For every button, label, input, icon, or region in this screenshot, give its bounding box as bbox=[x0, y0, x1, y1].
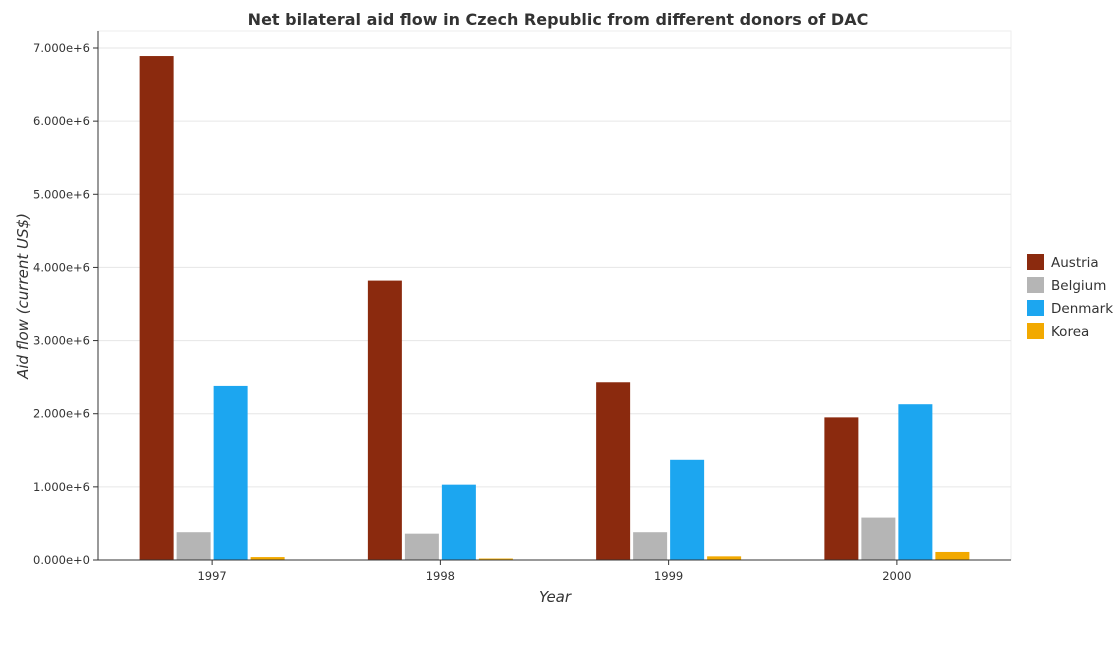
bar-denmark-1999 bbox=[670, 459, 705, 560]
y-tick-label: 6.000e+6 bbox=[33, 114, 90, 128]
bar-belgium-1998 bbox=[404, 533, 439, 560]
plot-area bbox=[97, 30, 1012, 561]
bar-belgium-2000 bbox=[861, 517, 896, 560]
x-tick-label: 2000 bbox=[882, 569, 911, 583]
legend-swatch-belgium bbox=[1027, 277, 1044, 293]
y-tick-label: 7.000e+6 bbox=[33, 41, 90, 55]
x-axis-title: Year bbox=[539, 588, 572, 606]
y-tick-label: 1.000e+6 bbox=[33, 480, 90, 494]
chart-title: Net bilateral aid flow in Czech Republic… bbox=[248, 10, 869, 29]
bar-denmark-1998 bbox=[441, 484, 476, 560]
legend: Austria Belgium Denmark Korea bbox=[1027, 254, 1113, 340]
bar-austria-1999 bbox=[596, 382, 631, 560]
bar-belgium-1999 bbox=[633, 532, 668, 560]
bar-belgium-1997 bbox=[176, 532, 211, 560]
bar-korea-1998 bbox=[478, 558, 513, 560]
y-tick-label: 0.000e+0 bbox=[33, 553, 90, 567]
bar-austria-1997 bbox=[139, 56, 174, 560]
bar-denmark-1997 bbox=[213, 385, 248, 560]
x-tick-label: 1998 bbox=[426, 569, 455, 583]
y-tick-label: 3.000e+6 bbox=[33, 334, 90, 348]
legend-swatch-korea bbox=[1027, 323, 1044, 339]
bar-denmark-2000 bbox=[898, 404, 933, 560]
legend-label-denmark: Denmark bbox=[1051, 301, 1113, 317]
bar-austria-2000 bbox=[824, 417, 859, 560]
y-tick-label: 5.000e+6 bbox=[33, 187, 90, 201]
legend-label-belgium: Belgium bbox=[1051, 278, 1106, 294]
legend-swatch-denmark bbox=[1027, 300, 1044, 316]
y-tick-label: 4.000e+6 bbox=[33, 260, 90, 274]
y-tick-label: 2.000e+6 bbox=[33, 407, 90, 421]
axes: 0.000e+0 1.000e+6 2.000e+6 3.000e+6 4.000e+6… bbox=[33, 31, 1011, 583]
legend-label-austria: Austria bbox=[1051, 255, 1099, 271]
bars bbox=[139, 56, 970, 560]
x-tick-label: 1999 bbox=[654, 569, 683, 583]
legend-swatch-austria bbox=[1027, 254, 1044, 270]
bar-austria-1998 bbox=[367, 280, 402, 560]
y-axis-title: Aid flow (current US$) bbox=[14, 213, 32, 380]
bar-korea-1999 bbox=[707, 556, 742, 560]
bar-korea-2000 bbox=[935, 551, 970, 560]
legend-label-korea: Korea bbox=[1051, 324, 1089, 340]
bar-korea-1997 bbox=[250, 557, 285, 560]
x-tick-label: 1997 bbox=[197, 569, 226, 583]
